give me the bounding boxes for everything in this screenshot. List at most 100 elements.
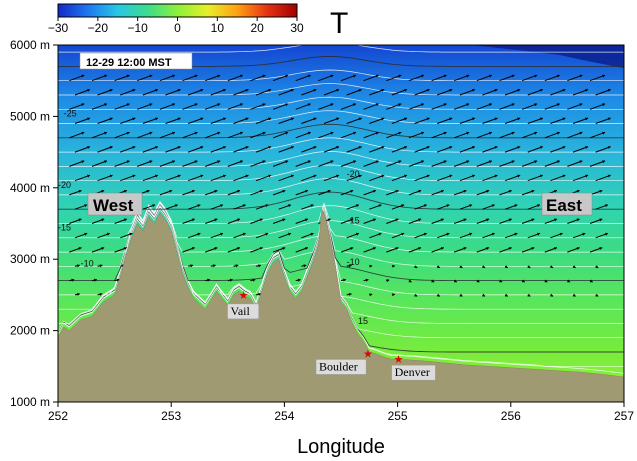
wind-vector-head: [149, 103, 153, 107]
wind-vector: [182, 131, 198, 139]
wind-vector-head: [214, 247, 218, 250]
wind-vector: [120, 174, 136, 182]
wind-vector-head: [486, 189, 490, 193]
wind-vector-head: [353, 74, 356, 78]
wind-vector: [295, 131, 311, 139]
wind-vector-head: [602, 103, 606, 107]
wind-vector-head: [398, 103, 402, 107]
wind-vector: [69, 160, 85, 167]
wind-vector: [137, 74, 153, 82]
isotherm-line: [58, 202, 624, 253]
wind-vector: [346, 89, 362, 96]
wind-vector: [386, 160, 402, 167]
wind-vector-head: [239, 74, 243, 78]
wind-vector: [504, 89, 521, 96]
wind-vector-head: [109, 174, 113, 178]
wind-vector-head: [431, 279, 435, 283]
wind-vector: [504, 174, 521, 182]
wind-vector: [250, 103, 266, 110]
colorbar-tick-label: −20: [88, 21, 109, 35]
wind-vector-head: [436, 293, 440, 297]
wind-vector-head: [378, 204, 382, 208]
wind-vector-head: [155, 117, 158, 121]
wind-vector-head: [285, 74, 289, 78]
wind-vector: [91, 103, 108, 110]
wind-vector: [454, 74, 470, 82]
wind-vector-head: [172, 131, 175, 135]
region-label-east: East: [541, 192, 593, 216]
wind-vector: [272, 74, 289, 82]
wind-vector: [544, 74, 560, 82]
wind-vectors: [69, 74, 611, 297]
wind-vector: [431, 103, 447, 110]
y-tick-label: 1000 m: [10, 395, 50, 409]
wind-vector: [550, 146, 566, 153]
wind-vector: [550, 117, 566, 124]
wind-vector: [114, 74, 130, 82]
wind-vector-head: [440, 218, 444, 222]
colorbar-tick-label: 20: [250, 21, 264, 35]
wind-vector: [482, 174, 498, 182]
wind-vector: [386, 74, 402, 82]
wind-vector: [165, 117, 181, 124]
wind-vector: [340, 74, 357, 82]
colorbar-tick-label: 10: [211, 21, 225, 35]
wind-vector-head: [313, 88, 317, 92]
wind-vector-head: [237, 218, 240, 222]
wind-vector: [340, 103, 357, 110]
wind-vector-head: [194, 131, 198, 135]
wind-vector: [544, 160, 560, 167]
wind-vector-head: [290, 146, 294, 149]
wind-vector: [431, 74, 447, 82]
wind-vector-head: [288, 204, 291, 208]
wind-vector-head: [327, 189, 331, 193]
wind-vector-head: [353, 131, 356, 135]
wind-vector-head: [607, 117, 611, 121]
wind-vector-head: [494, 117, 498, 121]
wind-vector-head: [375, 131, 379, 135]
wind-vector-head: [123, 247, 127, 250]
wind-vector-head: [585, 117, 589, 121]
wind-vector-head: [268, 117, 272, 121]
wind-vector-head: [104, 160, 107, 164]
wind-vector: [142, 89, 159, 96]
wind-vector-head: [527, 293, 531, 297]
wind-vector: [142, 117, 159, 124]
wind-vector-head: [392, 264, 395, 268]
wind-vector-head: [554, 189, 557, 193]
wind-vector: [340, 160, 357, 167]
variable-name: T: [330, 7, 348, 40]
wind-vector-head: [252, 278, 256, 282]
wind-vector: [504, 117, 521, 124]
isotherm-line: [58, 203, 624, 282]
wind-vector-head: [381, 146, 385, 149]
wind-vector-head: [259, 247, 263, 250]
wind-vector: [521, 160, 538, 167]
wind-vector-head: [217, 131, 221, 135]
wind-vector: [482, 117, 498, 124]
wind-vector-head: [372, 189, 376, 193]
wind-vector: [210, 174, 226, 182]
wind-vector: [272, 160, 289, 167]
wind-vector-head: [514, 232, 518, 236]
wind-vector-head: [155, 174, 158, 178]
wind-vector-head: [443, 74, 447, 78]
wind-vector-head: [517, 117, 521, 121]
wind-vector-head: [262, 74, 266, 78]
wind-vector-head: [486, 218, 490, 222]
wind-vector-head: [534, 103, 538, 107]
wind-vector-head: [330, 74, 334, 78]
wind-vector: [159, 103, 176, 110]
upper-cold-region: [470, 45, 624, 68]
wind-vector: [301, 117, 317, 124]
wind-vector: [255, 174, 272, 182]
wind-vector-head: [126, 74, 130, 78]
wind-vector-head: [486, 247, 490, 250]
wind-vector-head: [239, 131, 243, 135]
wind-vector: [476, 160, 493, 167]
wind-vector-head: [358, 117, 362, 121]
wind-vector-head: [358, 88, 362, 92]
wind-vector: [318, 160, 334, 167]
wind-vector-head: [404, 174, 407, 178]
wind-vector: [74, 146, 91, 153]
